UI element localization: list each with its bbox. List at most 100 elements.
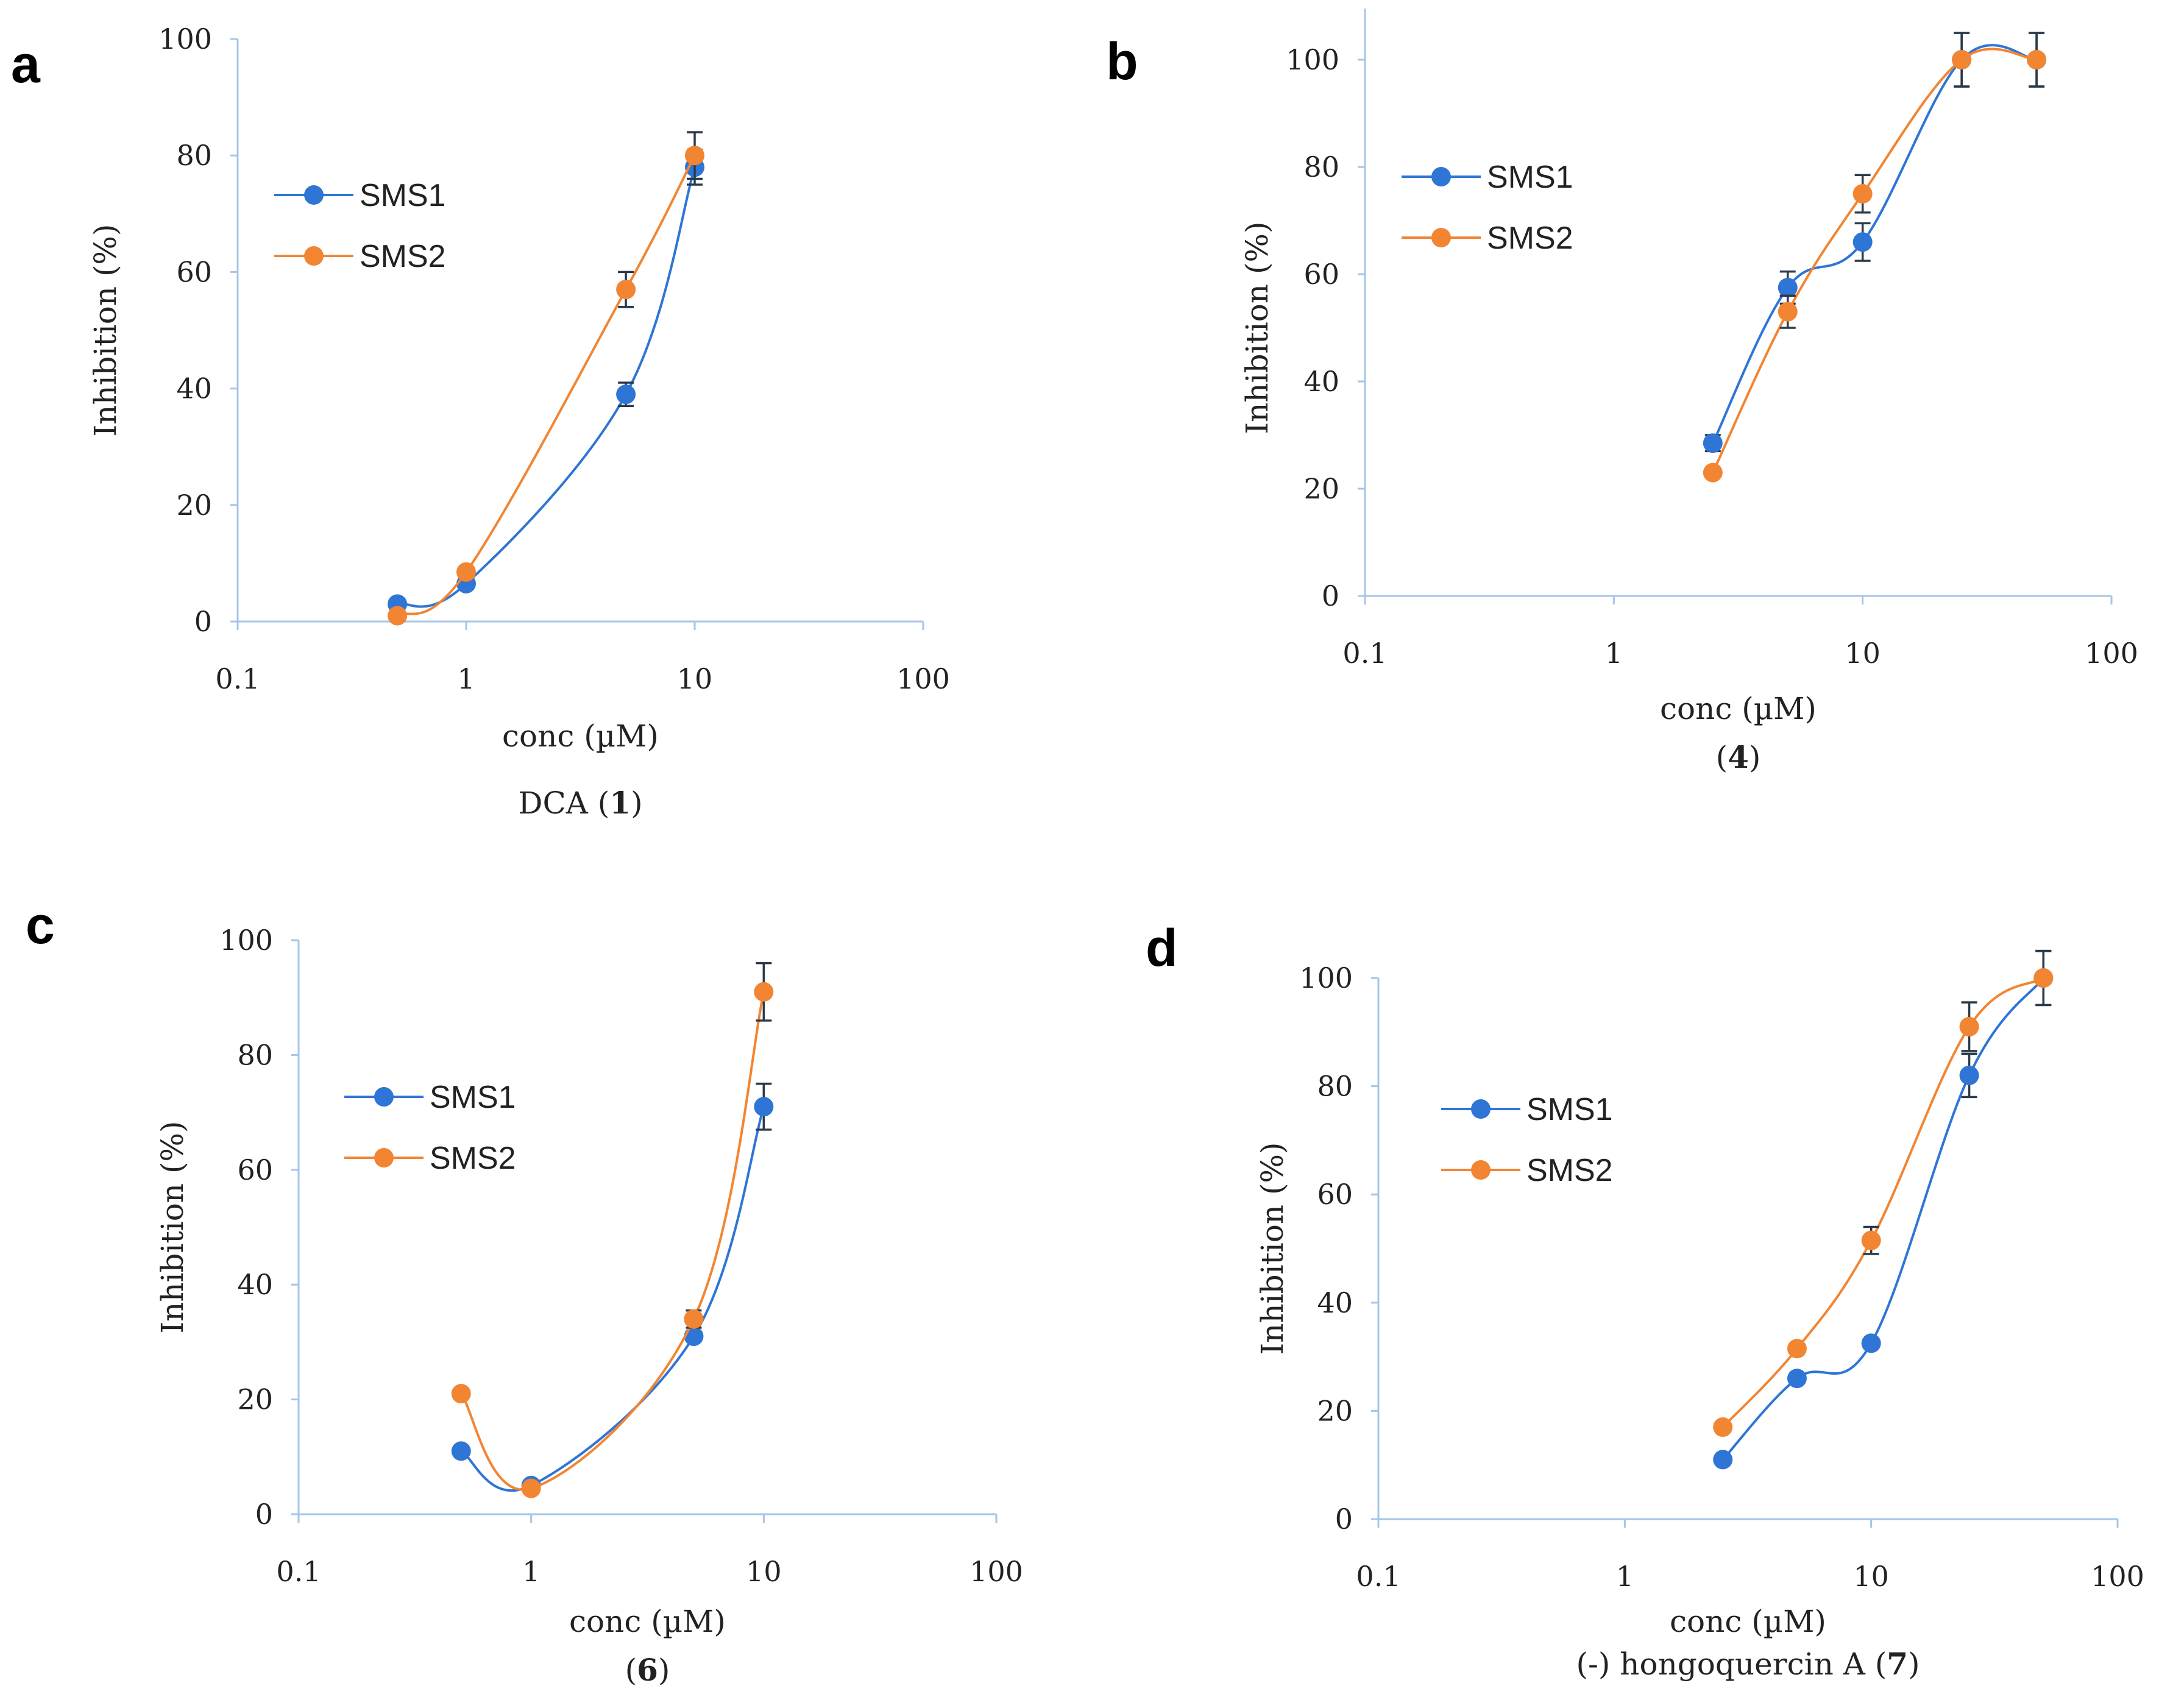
legend-marker-sms1 bbox=[304, 185, 324, 205]
y-tick-label: 80 bbox=[237, 1038, 273, 1071]
x-tick-label: 100 bbox=[2091, 1560, 2144, 1593]
legend-label-sms2: SMS2 bbox=[1487, 221, 1573, 256]
series-line-sms2 bbox=[1712, 48, 2037, 473]
y-tick-label: 60 bbox=[176, 255, 212, 288]
x-tick-label: 1 bbox=[522, 1555, 540, 1588]
y-tick-label: 20 bbox=[237, 1383, 273, 1416]
data-point-sms2 bbox=[521, 1478, 541, 1498]
data-point-sms2 bbox=[2027, 50, 2047, 69]
compound-caption: (-) hongoquercin A (7) bbox=[1576, 1646, 1920, 1682]
legend-marker-sms2 bbox=[1431, 228, 1451, 247]
y-tick-label: 20 bbox=[176, 489, 212, 522]
legend-marker-sms2 bbox=[374, 1148, 394, 1168]
series-line-sms1 bbox=[1721, 977, 2044, 1461]
y-tick-label: 80 bbox=[1303, 151, 1339, 183]
data-point-sms1 bbox=[1861, 1333, 1881, 1353]
panel-letter: b bbox=[1106, 32, 1138, 91]
y-tick-label: 0 bbox=[1322, 579, 1339, 612]
x-tick-label: 100 bbox=[970, 1555, 1023, 1588]
x-axis-title: conc (µM) bbox=[569, 1604, 726, 1639]
x-tick-label: 0.1 bbox=[1342, 637, 1387, 670]
legend-marker-sms2 bbox=[304, 246, 324, 266]
caption-text: (-) hongoquercin A ( bbox=[1576, 1646, 1887, 1682]
y-tick-label: 40 bbox=[237, 1268, 273, 1301]
y-tick-label: 100 bbox=[158, 23, 212, 55]
y-tick-label: 80 bbox=[176, 139, 212, 172]
x-tick-label: 1 bbox=[1605, 637, 1623, 670]
y-tick-label: 20 bbox=[1317, 1394, 1353, 1427]
data-point-sms1 bbox=[451, 1441, 471, 1461]
legend-label-sms2: SMS2 bbox=[360, 239, 446, 274]
y-tick-label: 60 bbox=[237, 1153, 273, 1186]
y-tick-label: 20 bbox=[1303, 472, 1339, 505]
data-point-sms2 bbox=[1861, 1230, 1881, 1250]
data-point-sms1 bbox=[1713, 1450, 1733, 1470]
data-point-sms1 bbox=[684, 1326, 704, 1346]
data-point-sms2 bbox=[1778, 302, 1798, 322]
data-point-sms1 bbox=[1787, 1369, 1807, 1389]
x-tick-label: 0.1 bbox=[276, 1555, 321, 1588]
data-point-sms2 bbox=[456, 562, 476, 582]
caption-compound-number: 7 bbox=[1887, 1646, 1908, 1682]
legend-marker-sms1 bbox=[1471, 1099, 1491, 1119]
legend-label-sms2: SMS2 bbox=[430, 1141, 516, 1176]
data-point-sms2 bbox=[2033, 968, 2054, 988]
x-tick-label: 0.1 bbox=[215, 662, 260, 695]
y-axis-title: Inhibition (%) bbox=[1239, 222, 1275, 434]
panel-letter: d bbox=[1146, 919, 1178, 977]
compound-caption: (4) bbox=[1716, 739, 1761, 775]
caption-text: ) bbox=[658, 1653, 670, 1688]
panel-letter: a bbox=[11, 35, 41, 94]
chart-panel-c: c 0 20 40 60 80 100 0.1 1 10 100 Inhibition (%) conc… bbox=[26, 896, 1023, 1688]
x-tick-label: 100 bbox=[896, 662, 950, 695]
legend-marker-sms2 bbox=[1471, 1160, 1491, 1180]
caption-compound-number: 1 bbox=[609, 785, 631, 821]
x-tick-label: 1 bbox=[1616, 1560, 1634, 1593]
legend-marker-sms1 bbox=[374, 1087, 394, 1107]
x-tick-label: 10 bbox=[1845, 637, 1881, 670]
data-point-sms1 bbox=[1778, 278, 1798, 297]
y-tick-label: 0 bbox=[1335, 1503, 1353, 1536]
legend-label-sms1: SMS1 bbox=[430, 1080, 516, 1115]
legend-label-sms1: SMS1 bbox=[1487, 160, 1573, 195]
y-axis-title: Inhibition (%) bbox=[155, 1121, 190, 1334]
caption-text: DCA ( bbox=[518, 785, 609, 821]
y-tick-label: 40 bbox=[1317, 1286, 1353, 1319]
x-tick-label: 100 bbox=[2085, 637, 2138, 670]
x-tick-label: 0.1 bbox=[1356, 1560, 1400, 1593]
legend-marker-sms1 bbox=[1431, 167, 1451, 186]
data-point-sms2 bbox=[388, 606, 408, 626]
data-point-sms2 bbox=[1852, 184, 1873, 204]
y-tick-label: 100 bbox=[1286, 43, 1339, 76]
series-line-sms1 bbox=[397, 166, 696, 608]
y-tick-label: 60 bbox=[1303, 258, 1339, 291]
chart-panel-b: b 0 20 40 60 80 100 0.1 1 10 100 Inhibition (%) conc… bbox=[1106, 9, 2138, 775]
data-point-sms1 bbox=[754, 1097, 774, 1117]
data-point-sms2 bbox=[1787, 1339, 1807, 1359]
chart-panel-d: d 0 20 40 60 80 100 0.1 1 10 100 Inhibition (%) conc… bbox=[1146, 919, 2144, 1682]
caption-text: ( bbox=[625, 1653, 637, 1688]
caption-text: ) bbox=[1749, 740, 1761, 775]
data-point-sms2 bbox=[1703, 462, 1723, 483]
x-tick-label: 10 bbox=[1853, 1560, 1889, 1593]
legend-label-sms2: SMS2 bbox=[1526, 1153, 1613, 1188]
data-point-sms2 bbox=[754, 982, 774, 1002]
data-point-sms1 bbox=[1959, 1065, 1979, 1085]
y-tick-label: 100 bbox=[1299, 962, 1353, 994]
legend-label-sms1: SMS1 bbox=[360, 178, 446, 213]
data-point-sms1 bbox=[1852, 232, 1873, 252]
data-point-sms2 bbox=[685, 146, 704, 166]
chart-panel-a: a 0 20 40 60 80 100 0.1 1 10 100 Inhibition (%) conc… bbox=[11, 23, 950, 821]
caption-compound-number: 6 bbox=[637, 1652, 658, 1688]
x-tick-label: 1 bbox=[457, 662, 475, 695]
y-tick-label: 40 bbox=[176, 372, 212, 405]
y-tick-label: 60 bbox=[1317, 1178, 1353, 1211]
panel-letter: c bbox=[26, 896, 55, 955]
y-tick-label: 0 bbox=[255, 1498, 273, 1531]
caption-text: ) bbox=[631, 785, 643, 821]
y-axis-title: Inhibition (%) bbox=[1255, 1143, 1290, 1355]
y-tick-label: 40 bbox=[1303, 365, 1339, 398]
series-line-sms2 bbox=[1721, 977, 2044, 1428]
y-tick-label: 80 bbox=[1317, 1070, 1353, 1103]
series-line-sms2 bbox=[460, 991, 765, 1491]
